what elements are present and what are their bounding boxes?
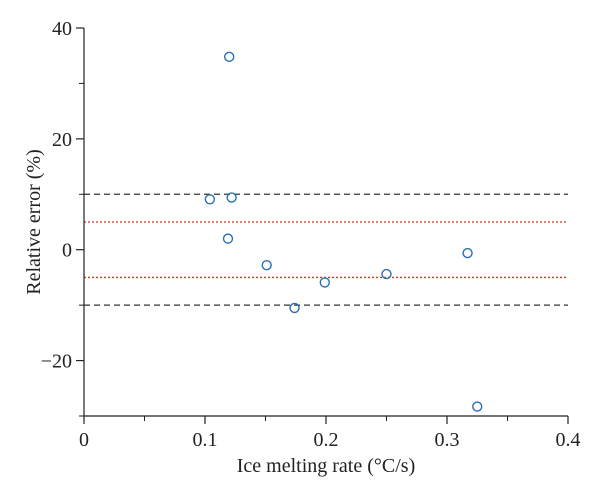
- x-tick-label: 0.4: [556, 429, 581, 451]
- data-point: [226, 192, 237, 203]
- x-tick-label: 0.1: [193, 429, 218, 451]
- y-ticks: 40 20 0 −20: [41, 18, 84, 417]
- x-tick-label: 0.3: [435, 429, 460, 451]
- y-tick-label: 20: [52, 129, 72, 151]
- data-point: [462, 247, 473, 259]
- data-point: [319, 277, 330, 288]
- data-point: [261, 260, 272, 271]
- data-point: [222, 233, 234, 244]
- data-point: [223, 51, 235, 63]
- data-points: [204, 51, 483, 412]
- x-ticks: 0 0.1 0.2 0.3 0.4: [79, 416, 581, 451]
- x-tick-label: 0.2: [314, 429, 339, 451]
- reference-lines: [84, 193, 568, 306]
- x-tick-label: 0: [79, 429, 89, 451]
- y-tick-label: 40: [52, 18, 72, 40]
- y-axis-title: Relative error (%): [23, 149, 45, 294]
- data-point: [472, 401, 483, 412]
- data-point: [381, 268, 392, 280]
- y-tick-label: 0: [62, 240, 72, 262]
- data-point: [204, 194, 216, 205]
- x-axis-title: Ice melting rate (°C/s): [237, 455, 416, 477]
- y-tick-label: −20: [41, 351, 72, 373]
- data-point: [289, 302, 300, 314]
